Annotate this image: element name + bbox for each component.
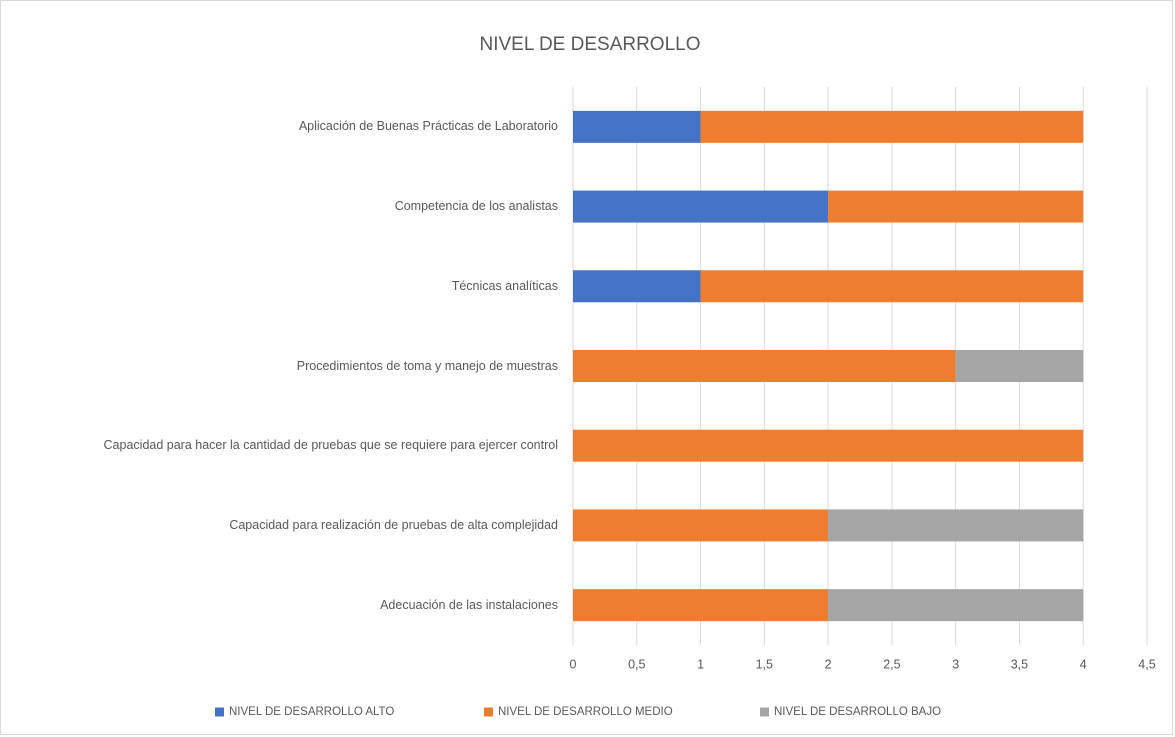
x-tick-label: 3,5 xyxy=(1011,657,1028,671)
y-tick-label: Competencia de los analistas xyxy=(8,187,558,227)
legend-label: NIVEL DE DESARROLLO MEDIO xyxy=(498,706,673,718)
y-tick-label: Procedimientos de toma y manejo de muest… xyxy=(8,346,558,386)
legend-label: NIVEL DE DESARROLLO BAJO xyxy=(774,706,941,718)
legend-swatch xyxy=(215,707,224,717)
bar xyxy=(955,350,1084,382)
y-tick-text: Capacidad para realización de pruebas de… xyxy=(229,517,558,532)
bar xyxy=(573,350,956,382)
legend-swatch xyxy=(484,707,493,717)
bar xyxy=(573,190,829,223)
y-tick-label: Aplicación de Buenas Prácticas de Labora… xyxy=(8,107,558,147)
y-tick-label: Adecuación de las instalaciones xyxy=(8,585,558,625)
x-tick-label: 4,5 xyxy=(1138,657,1155,671)
legend-swatch xyxy=(760,707,769,717)
bar xyxy=(700,270,1084,303)
x-tick-label: 1 xyxy=(697,657,704,671)
x-tick-label: 0,5 xyxy=(628,657,645,671)
y-tick-label: Técnicas analíticas xyxy=(8,266,558,306)
bar xyxy=(700,110,1084,143)
y-tick-label: Capacidad para realización de pruebas de… xyxy=(8,505,558,545)
bar xyxy=(573,509,829,542)
x-tick-label: 1,5 xyxy=(756,657,773,671)
x-tick-label: 2 xyxy=(825,657,832,671)
y-tick-label: Capacidad para hacer la cantidad de prue… xyxy=(8,426,558,466)
y-tick-text: Capacidad para hacer la cantidad de prue… xyxy=(103,438,558,453)
y-tick-text: Adecuación de las instalaciones xyxy=(380,597,558,612)
bar xyxy=(573,429,1084,462)
y-tick-text: Competencia de los analistas xyxy=(394,199,558,214)
chart-title: NIVEL DE DESARROLLO xyxy=(479,34,700,55)
bar xyxy=(573,270,701,303)
bar xyxy=(828,190,1084,223)
y-tick-text: Procedimientos de toma y manejo de muest… xyxy=(296,358,558,373)
bar xyxy=(828,589,1084,622)
x-tick-label: 4 xyxy=(1080,657,1087,671)
x-tick-label: 0 xyxy=(570,657,577,671)
bar xyxy=(573,589,829,622)
bar xyxy=(828,509,1084,542)
y-tick-text: Aplicación de Buenas Prácticas de Labora… xyxy=(298,119,558,134)
x-tick-label: 2,5 xyxy=(883,657,900,671)
legend-label: NIVEL DE DESARROLLO ALTO xyxy=(229,706,394,718)
y-tick-text: Técnicas analíticas xyxy=(451,278,558,293)
bar xyxy=(573,110,701,143)
x-tick-label: 3 xyxy=(952,657,959,671)
